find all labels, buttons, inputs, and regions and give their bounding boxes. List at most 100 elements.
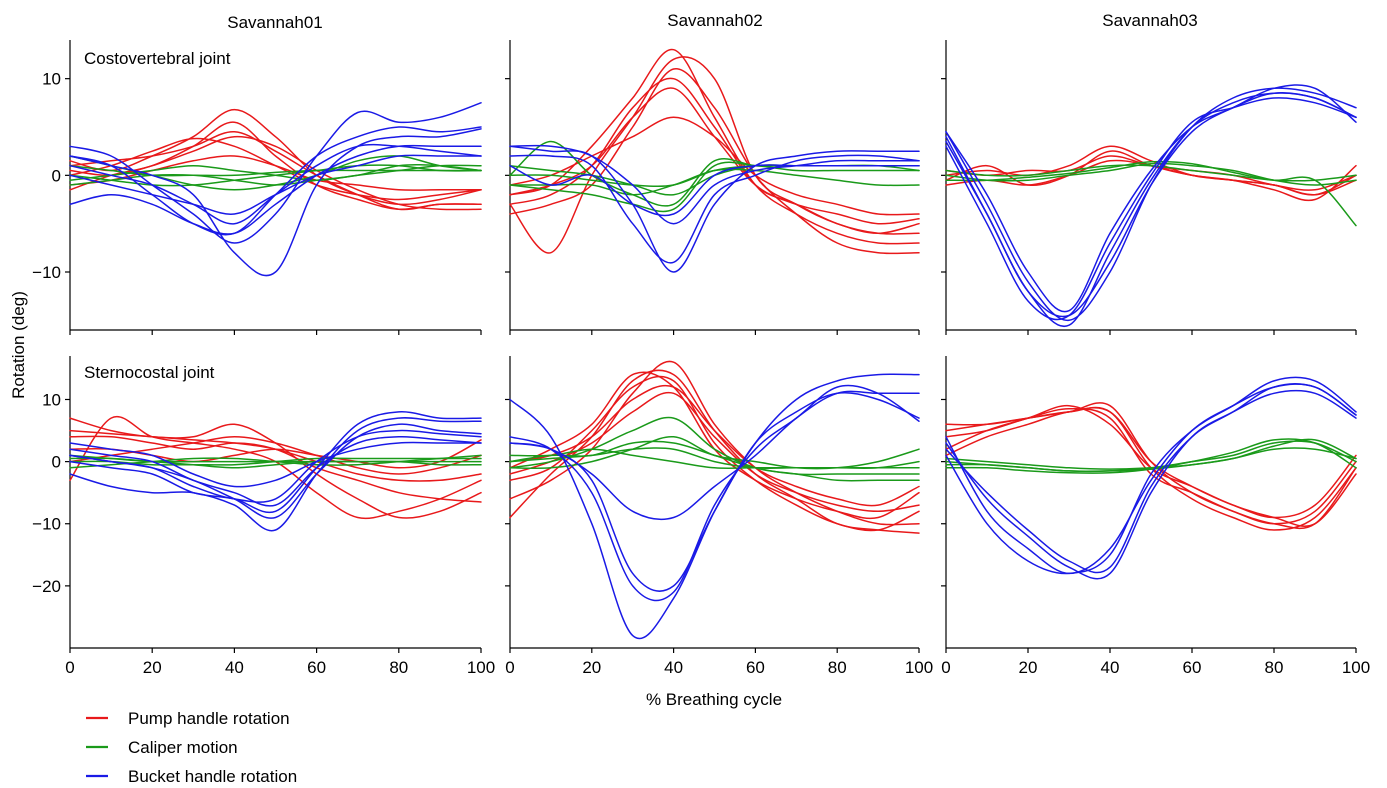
series-line-bucket-12 <box>69 435 482 507</box>
x-tick-label-20: 20 <box>582 658 601 677</box>
series-group-r1-c1 <box>509 360 920 640</box>
series-line-pump-2 <box>69 435 482 503</box>
x-tick-label-20: 20 <box>1019 658 1038 677</box>
series-line-caliper-7 <box>509 440 920 476</box>
series-line-caliper-9 <box>69 457 482 469</box>
series-line-bucket-9 <box>945 97 1357 321</box>
series-line-pump-0 <box>509 48 920 245</box>
series-line-caliper-8 <box>69 164 482 177</box>
text-layer: Savannah01 Savannah02 Savannah03 Costove… <box>9 11 1198 709</box>
legend-label-bucket: Bucket handle rotation <box>128 767 297 786</box>
series-line-bucket-14 <box>509 390 920 521</box>
series-line-bucket-16 <box>69 154 482 215</box>
column-title-savannah03: Savannah03 <box>1102 11 1197 30</box>
y-tick-label-neg20: −20 <box>32 577 61 596</box>
series-line-bucket-12 <box>509 384 920 602</box>
x-tick-label-60: 60 <box>307 658 326 677</box>
series-line-caliper-8 <box>69 454 482 469</box>
row-label-costovertebral: Costovertebral joint <box>84 49 231 68</box>
x-tick-label-100: 100 <box>1342 658 1370 677</box>
series-line-caliper-6 <box>945 164 1357 182</box>
axes-r1-c2: 0 20 40 60 80 100 <box>941 356 1370 677</box>
series-line-bucket-10 <box>69 417 482 532</box>
x-tick-label-60: 60 <box>746 658 765 677</box>
series-line-bucket-12 <box>945 376 1357 575</box>
legend: Pump handle rotation Caliper motion Buck… <box>86 709 297 786</box>
legend-label-pump: Pump handle rotation <box>128 709 290 728</box>
axes-r0-c0: −10 0 10 <box>32 40 482 335</box>
legend-label-caliper: Caliper motion <box>128 738 238 757</box>
y-tick-label-10: 10 <box>42 70 61 89</box>
column-title-savannah02: Savannah02 <box>667 11 762 30</box>
series-line-pump-4 <box>509 77 920 235</box>
row-label-sternocostal: Sternocostal joint <box>84 363 215 382</box>
axes-r0-c2 <box>941 40 1357 335</box>
x-tick-label-0: 0 <box>505 658 514 677</box>
series-line-pump-4 <box>69 135 482 211</box>
series-line-bucket-13 <box>509 144 920 225</box>
series-line-bucket-7 <box>945 87 1357 322</box>
y-axis-title: Rotation (deg) <box>9 291 28 399</box>
series-group-r0-c0 <box>69 102 482 277</box>
series-line-pump-5 <box>509 87 920 225</box>
series-line-pump-4 <box>945 406 1357 527</box>
series-line-bucket-13 <box>69 144 482 235</box>
x-tick-label-60: 60 <box>1183 658 1202 677</box>
x-tick-label-40: 40 <box>664 658 683 677</box>
y-tick-label-0: 0 <box>52 166 61 185</box>
series-group-r1-c0 <box>69 411 482 532</box>
series-line-bucket-15 <box>69 423 482 519</box>
series-line-caliper-9 <box>509 436 920 470</box>
y-tick-label-10: 10 <box>42 390 61 409</box>
x-tick-label-80: 80 <box>828 658 847 677</box>
series-line-bucket-14 <box>69 441 482 488</box>
series-line-pump-3 <box>509 391 920 513</box>
series-line-caliper-6 <box>509 416 920 482</box>
x-tick-label-0: 0 <box>941 658 950 677</box>
series-group-r0-c1 <box>509 48 920 273</box>
series-line-bucket-12 <box>69 126 482 236</box>
series-line-bucket-13 <box>509 392 920 592</box>
series-line-pump-5 <box>509 384 920 507</box>
y-tick-label-neg10: −10 <box>32 263 61 282</box>
series-line-pump-2 <box>509 375 920 532</box>
x-tick-label-80: 80 <box>1265 658 1284 677</box>
x-tick-label-40: 40 <box>225 658 244 677</box>
series-line-pump-5 <box>69 131 482 211</box>
series-line-pump-1 <box>509 360 920 526</box>
series-line-pump-1 <box>69 417 482 519</box>
y-tick-label-0: 0 <box>52 453 61 472</box>
x-axis-title: % Breathing cycle <box>646 690 782 709</box>
series-line-bucket-11 <box>945 383 1357 574</box>
series-line-pump-0 <box>69 108 482 206</box>
series-line-pump-4 <box>69 436 482 475</box>
series-line-caliper-8 <box>945 438 1357 472</box>
series-line-bucket-8 <box>945 92 1357 328</box>
y-tick-label-neg10: −10 <box>32 515 61 534</box>
column-title-savannah01: Savannah01 <box>227 13 322 32</box>
series-line-caliper-5 <box>945 160 1357 227</box>
x-tick-label-100: 100 <box>467 658 495 677</box>
x-tick-label-40: 40 <box>1101 658 1120 677</box>
series-line-pump-2 <box>509 68 920 255</box>
series-line-caliper-7 <box>945 447 1357 470</box>
series-line-caliper-4 <box>945 162 1357 186</box>
series-line-caliper-10 <box>509 447 920 470</box>
series-group-r1-c2 <box>945 376 1357 580</box>
series-line-bucket-13 <box>69 411 482 514</box>
series-line-bucket-10 <box>945 389 1357 580</box>
x-tick-label-0: 0 <box>65 658 74 677</box>
series-line-caliper-9 <box>509 161 920 213</box>
x-tick-label-80: 80 <box>389 658 408 677</box>
series-line-bucket-12 <box>509 154 920 264</box>
x-tick-label-20: 20 <box>143 658 162 677</box>
axes-r1-c1: 0 20 40 60 80 100 <box>505 356 933 677</box>
series-line-bucket-15 <box>69 128 482 277</box>
series-group-r0-c2 <box>945 84 1357 328</box>
series-line-bucket-11 <box>69 102 482 244</box>
series-line-bucket-10 <box>945 84 1357 313</box>
x-tick-label-100: 100 <box>905 658 933 677</box>
